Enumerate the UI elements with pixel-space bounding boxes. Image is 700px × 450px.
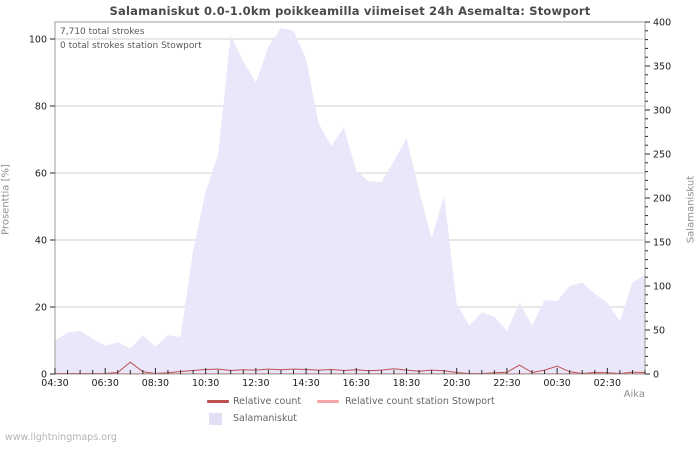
x-tick-label: 20:30 — [443, 378, 470, 389]
x-tick-label: 02:30 — [594, 378, 621, 389]
watermark-link[interactable]: www.lightningmaps.org — [5, 432, 117, 443]
x-tick-label: 16:30 — [343, 378, 370, 389]
salamaniskut-area — [55, 28, 645, 374]
x-tick-label: 10:30 — [192, 378, 219, 389]
x-tick-label: 14:30 — [292, 378, 319, 389]
left-tick-label: 0 — [41, 370, 47, 381]
total-strokes-annotation: 7,710 total strokes — [60, 27, 145, 37]
right-axis-title: Salamaniskut — [685, 175, 697, 244]
legend-swatch-relative-count — [207, 400, 229, 403]
legend-swatch-salamaniskut — [209, 413, 222, 425]
right-tick-label: 150 — [653, 238, 671, 249]
right-tick-label: 400 — [653, 18, 671, 29]
left-tick-label: 60 — [35, 169, 47, 180]
left-axis-title: Prosenttia [%] — [0, 164, 12, 235]
left-tick-label: 20 — [35, 303, 47, 314]
right-tick-label: 0 — [653, 370, 659, 381]
x-tick-label: 08:30 — [142, 378, 169, 389]
right-tick-label: 300 — [653, 106, 671, 117]
x-tick-label: 00:30 — [543, 378, 570, 389]
legend-label-relative-count: Relative count — [233, 396, 302, 407]
right-tick-label: 100 — [653, 282, 671, 293]
right-tick-label: 200 — [653, 194, 671, 205]
relative-count-line — [55, 361, 646, 375]
station-strokes-annotation: 0 total strokes station Stowport — [60, 41, 202, 51]
legend-label-relative-count-station: Relative count station Stowport — [345, 396, 495, 407]
right-tick-label: 50 — [653, 326, 665, 337]
x-tick-label: 06:30 — [92, 378, 119, 389]
legend-label-salamaniskut: Salamaniskut — [233, 413, 297, 424]
right-tick-label: 250 — [653, 150, 671, 161]
legend-swatch-relative-count-station — [317, 400, 339, 403]
left-tick-label: 80 — [35, 102, 47, 113]
x-axis-title: Aika — [623, 389, 645, 400]
x-tick-label: 18:30 — [393, 378, 420, 389]
left-tick-label: 40 — [35, 236, 47, 247]
right-tick-label: 350 — [653, 62, 671, 73]
x-tick-label: 22:30 — [493, 378, 520, 389]
x-tick-label: 12:30 — [242, 378, 269, 389]
x-tick-label: 04:30 — [41, 378, 68, 389]
chart-title: Salamaniskut 0.0-1.0km poikkeamilla viim… — [109, 4, 591, 18]
left-tick-label: 100 — [29, 35, 47, 46]
